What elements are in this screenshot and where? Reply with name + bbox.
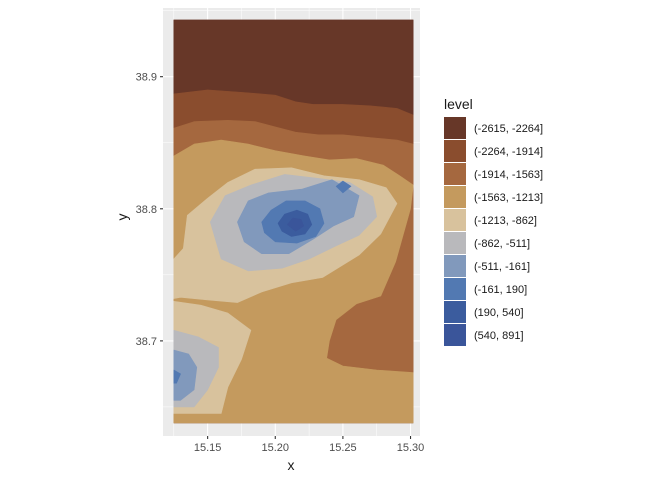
contour-region-level-8	[335, 180, 352, 194]
x-tick-label: 15.30	[397, 442, 425, 454]
legend: level (-2615, -2264] (-2264, -1914] (-1914…	[444, 96, 543, 346]
legend-key	[444, 324, 466, 346]
y-tick-label: 38.8	[136, 204, 157, 216]
legend-key	[444, 301, 466, 323]
legend-key	[444, 140, 466, 162]
contour-region-level-10	[287, 217, 305, 232]
contour-region-level-7	[173, 349, 198, 401]
y-tick-label: 38.9	[136, 72, 157, 84]
legend-label: (-1914, -1563]	[474, 169, 543, 181]
legend-key	[444, 255, 466, 277]
contour-regions	[173, 19, 414, 424]
legend-key	[444, 186, 466, 208]
legend-key	[444, 117, 466, 139]
contour-region-level-8	[173, 369, 181, 384]
legend-key	[444, 278, 466, 300]
x-axis: 15.15 15.20 15.25 15.30	[194, 436, 424, 454]
legend-label: (-1563, -1213]	[474, 192, 543, 204]
x-tick-label: 15.20	[262, 442, 290, 454]
legend-label: (-1213, -862]	[474, 215, 537, 227]
legend-title: level	[444, 96, 473, 112]
legend-key	[444, 209, 466, 231]
legend-label: (-161, 190]	[474, 284, 527, 296]
legend-key	[444, 163, 466, 185]
x-axis-title: x	[288, 457, 295, 473]
legend-label: (-2264, -1914]	[474, 146, 543, 158]
x-tick-label: 15.25	[329, 442, 357, 454]
y-tick-label: 38.7	[136, 336, 157, 348]
y-axis: 38.7 38.8 38.9	[136, 72, 163, 348]
y-axis-title: y	[114, 214, 130, 221]
legend-label: (-862, -511]	[474, 238, 530, 250]
legend-label: (190, 540]	[474, 307, 524, 319]
legend-label: (540, 891]	[474, 330, 524, 342]
legend-label: (-2615, -2264]	[474, 123, 543, 135]
x-tick-label: 15.15	[194, 442, 222, 454]
legend-label: (-511, -161]	[474, 261, 530, 273]
legend-key	[444, 232, 466, 254]
